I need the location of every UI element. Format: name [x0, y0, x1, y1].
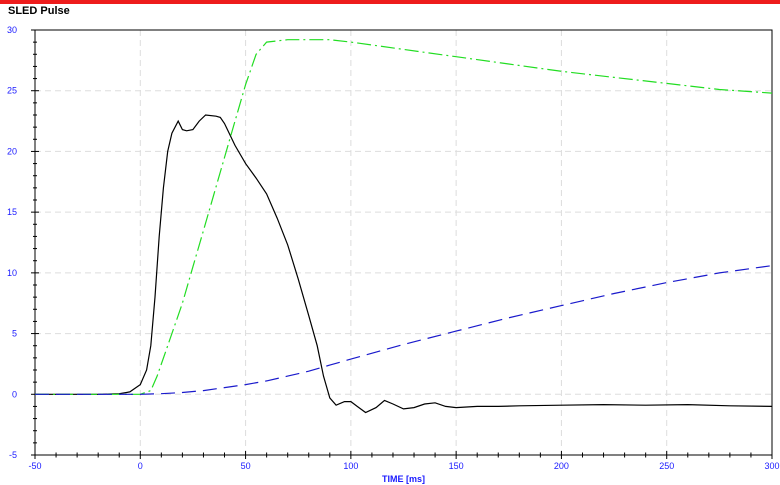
y-axis-ticks: -5 0 5 10 15 20 25 30	[7, 25, 39, 460]
series-line-2	[35, 39, 773, 395]
y-tick-label: 0	[12, 389, 17, 399]
grid-lines	[35, 30, 772, 455]
y-tick-label: 20	[7, 146, 17, 156]
x-tick-label: 250	[659, 461, 674, 471]
x-axis-ticks: -50 0 50 100 150 200 250 300	[28, 451, 780, 471]
x-tick-label: 0	[138, 461, 143, 471]
chart-title: SLED Pulse	[8, 5, 70, 17]
series-line-3	[35, 265, 773, 395]
x-tick-label: 100	[343, 461, 358, 471]
x-tick-label: 200	[554, 461, 569, 471]
top-accent-bar	[0, 0, 780, 4]
x-tick-label: 50	[241, 461, 251, 471]
y-tick-label: 25	[7, 86, 17, 96]
x-tick-label: 150	[449, 461, 464, 471]
y-tick-label: 10	[7, 268, 17, 278]
x-tick-label: 300	[764, 461, 779, 471]
series-line-1	[35, 114, 773, 414]
x-tick-label: -50	[28, 461, 41, 471]
plot-frame	[34, 29, 773, 456]
x-axis-title: TIME [ms]	[382, 474, 425, 484]
data-series	[35, 39, 773, 414]
y-tick-label: 30	[7, 25, 17, 35]
y-tick-label: 5	[12, 329, 17, 339]
y-tick-label: -5	[9, 450, 17, 460]
chart-axes	[34, 29, 773, 456]
y-tick-label: 15	[7, 207, 17, 217]
